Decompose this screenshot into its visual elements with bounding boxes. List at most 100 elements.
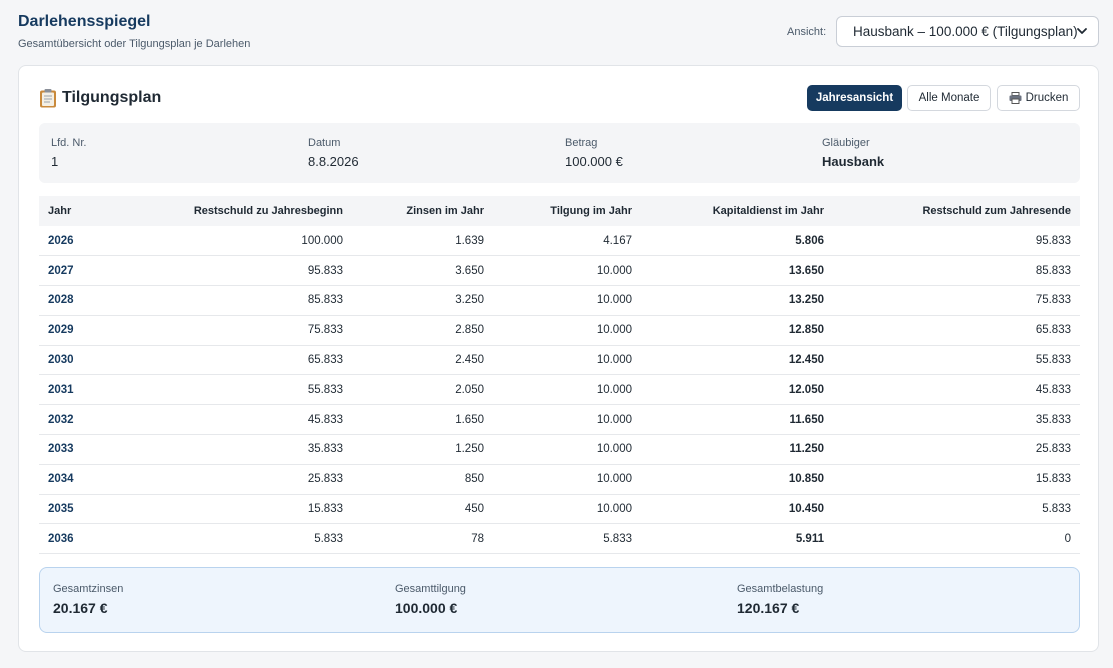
table-cell: 10.000 (596, 443, 632, 456)
table-row: 2030 65.833 2.450 10.000 12.450 55.833 (39, 345, 1080, 375)
table-row: 2033 35.833 1.250 10.000 11.250 25.833 (39, 435, 1080, 465)
summary-total-label: Gesamtbelastung (737, 583, 824, 595)
table-cell: 0 (1064, 532, 1071, 545)
column-header: Restschuld zum Jahresende (922, 205, 1071, 217)
summary-interest: Gesamtzinsen 20.167 € (53, 583, 123, 616)
table-cell: 75.833 (307, 324, 343, 337)
column-header: Zinsen im Jahr (406, 205, 484, 217)
info-nr: Lfd. Nr. 1 (51, 137, 86, 169)
year-cell[interactable]: 2034 (48, 473, 74, 486)
view-select[interactable]: Hausbank – 100.000 € (Tilgungsplan) (836, 16, 1099, 47)
column-header: Tilgung im Jahr (550, 205, 632, 217)
table-cell: 850 (464, 473, 484, 486)
info-date-value: 8.8.2026 (308, 154, 359, 169)
year-cell[interactable]: 2032 (48, 413, 74, 426)
table-cell: 15.833 (307, 503, 343, 516)
table-row: 2034 25.833 850 10.000 10.850 15.833 (39, 464, 1080, 495)
year-cell[interactable]: 2030 (48, 354, 74, 367)
table-cell: 55.833 (1035, 354, 1071, 367)
table-row: 2027 95.833 3.650 10.000 13.650 85.833 (39, 256, 1080, 286)
table-cell: 5.911 (795, 532, 824, 545)
top-bar: Darlehensspiegel Gesamtübersicht oder Ti… (0, 0, 1113, 62)
info-date-label: Datum (308, 137, 341, 149)
page-title: Darlehensspiegel (18, 13, 151, 30)
table-cell: 35.833 (307, 443, 343, 456)
table-cell: 12.850 (788, 324, 824, 337)
amortization-card: Tilgungsplan Jahresansicht Alle Monate D… (18, 65, 1099, 652)
summary-panel: Gesamtzinsen 20.167 € Gesamttilgung 100.… (39, 567, 1080, 633)
year-view-button[interactable]: Jahresansicht (807, 85, 902, 111)
table-row: 2029 75.833 2.850 10.000 12.850 65.833 (39, 315, 1080, 346)
summary-interest-value: 20.167 € (53, 600, 108, 616)
table-cell: 25.833 (1035, 443, 1071, 456)
table-cell: 10.450 (788, 503, 824, 516)
table-cell: 15.833 (1035, 473, 1071, 486)
table-header-row: Jahr Restschuld zu Jahresbeginn Zinsen i… (39, 196, 1080, 226)
table-cell: 3.250 (455, 294, 484, 307)
table-cell: 10.000 (596, 473, 632, 486)
year-cell[interactable]: 2026 (48, 234, 74, 247)
year-cell[interactable]: 2035 (48, 503, 74, 516)
table-cell: 25.833 (307, 473, 343, 486)
print-button[interactable]: Drucken (997, 85, 1080, 111)
table-cell: 85.833 (307, 294, 343, 307)
summary-total: Gesamtbelastung 120.167 € (737, 583, 823, 616)
table-cell: 75.833 (1035, 294, 1071, 307)
card-title-text: Tilgungsplan (62, 89, 162, 106)
table-row: 2031 55.833 2.050 10.000 12.050 45.833 (39, 375, 1080, 405)
info-amount-value: 100.000 € (565, 154, 623, 169)
table-cell: 78 (471, 532, 484, 545)
table-cell: 5.806 (795, 234, 824, 247)
table-cell: 10.000 (596, 503, 632, 516)
table-cell: 35.833 (1035, 413, 1071, 426)
table-cell: 2.050 (455, 383, 484, 396)
table-cell: 10.000 (596, 264, 632, 277)
summary-repayment-value: 100.000 € (395, 600, 458, 616)
table-cell: 65.833 (1035, 324, 1071, 337)
table-cell: 13.250 (788, 294, 824, 307)
table-row: 2035 15.833 450 10.000 10.450 5.833 (39, 494, 1080, 524)
info-creditor: Gläubiger Hausbank (822, 137, 884, 169)
summary-repayment: Gesamttilgung 100.000 € (395, 583, 466, 616)
table-cell: 2.450 (455, 354, 484, 367)
column-header: Jahr (48, 205, 72, 217)
card-title: Tilgungsplan (39, 88, 161, 108)
table-cell: 10.000 (596, 294, 632, 307)
table-cell: 100.000 (301, 234, 343, 247)
table-cell: 13.650 (788, 264, 824, 277)
info-creditor-value: Hausbank (822, 154, 885, 169)
summary-repayment-label: Gesamttilgung (395, 583, 466, 595)
chevron-down-icon (1077, 28, 1087, 34)
table-cell: 45.833 (307, 413, 343, 426)
table-cell: 95.833 (1035, 234, 1071, 247)
table-cell: 11.650 (789, 413, 824, 426)
table-row: 2028 85.833 3.250 10.000 13.250 75.833 (39, 286, 1080, 316)
amortization-table: Jahr Restschuld zu Jahresbeginn Zinsen i… (39, 196, 1080, 554)
print-button-label: Drucken (1025, 92, 1069, 104)
table-body: 2026 100.000 1.639 4.167 5.806 95.833 2027 95.8… (39, 226, 1080, 554)
table-cell: 12.050 (788, 383, 824, 396)
table-cell: 5.833 (603, 532, 632, 545)
table-cell: 5.833 (314, 532, 343, 545)
table-cell: 85.833 (1035, 264, 1071, 277)
table-cell: 5.833 (1042, 503, 1071, 516)
table-cell: 10.000 (596, 354, 632, 367)
info-date: Datum 8.8.2026 (308, 137, 359, 169)
year-cell[interactable]: 2029 (48, 324, 74, 337)
table-cell: 1.639 (455, 234, 484, 247)
table-cell: 3.650 (455, 264, 484, 277)
year-cell[interactable]: 2036 (48, 532, 74, 545)
year-cell[interactable]: 2033 (48, 443, 74, 456)
year-cell[interactable]: 2031 (48, 383, 74, 396)
summary-interest-label: Gesamtzinsen (53, 583, 124, 595)
year-cell[interactable]: 2027 (48, 264, 74, 277)
table-cell: 1.650 (455, 413, 484, 426)
table-cell: 10.000 (596, 413, 632, 426)
info-nr-label: Lfd. Nr. (51, 137, 87, 149)
table-cell: 55.833 (307, 383, 343, 396)
year-cell[interactable]: 2028 (48, 294, 74, 307)
all-months-button[interactable]: Alle Monate (907, 85, 991, 111)
table-cell: 1.250 (455, 443, 484, 456)
table-cell: 10.000 (596, 383, 632, 396)
table-cell: 10.850 (788, 473, 824, 486)
